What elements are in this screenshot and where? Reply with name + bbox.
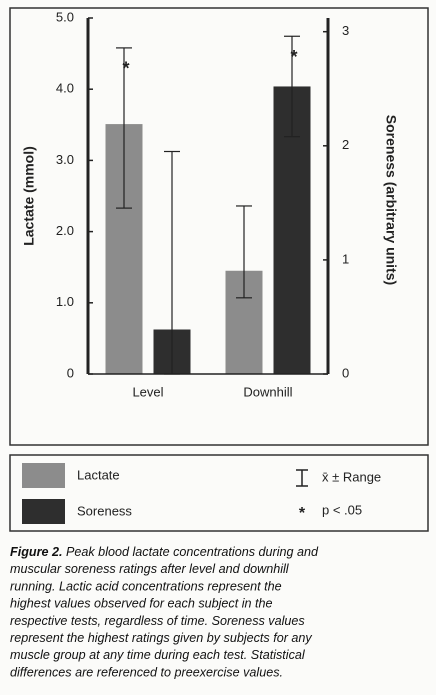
legend-swatch <box>22 499 65 524</box>
legend-symbol: * <box>299 505 306 522</box>
y-tick-label: 5.0 <box>56 9 74 24</box>
y-tick-label: 1.0 <box>56 294 74 309</box>
legend-swatch <box>22 463 65 488</box>
caption: Figure 2. Peak blood lactate concentrati… <box>10 545 319 559</box>
legend-label: Lactate <box>77 467 120 482</box>
y2-axis-label: Soreness (arbitrary units) <box>383 115 399 285</box>
y2-tick-label: 3 <box>342 23 349 38</box>
significance-marker: * <box>122 59 129 79</box>
legend-frame <box>9 454 429 532</box>
legend-note: p < .05 <box>322 502 362 517</box>
caption-line: respective tests, regardless of time. So… <box>10 614 305 628</box>
caption-line: muscle group at any time during each tes… <box>10 648 306 662</box>
y2-tick-label: 1 <box>342 251 349 266</box>
chart-frame <box>9 7 429 446</box>
y2-tick-label: 2 <box>342 137 349 152</box>
caption-line: running. Lactic acid concentrations repr… <box>10 579 282 593</box>
caption-line: differences are referenced to preexercis… <box>10 665 283 679</box>
y-tick-label: 2.0 <box>56 223 74 238</box>
legend-symbol <box>296 469 308 487</box>
y-tick-label: 0 <box>67 365 74 380</box>
y-tick-label: 3.0 <box>56 152 74 167</box>
y-tick-label: 4.0 <box>56 81 74 96</box>
error-bar <box>284 35 300 138</box>
y-axis-label: Lactate (mmol) <box>21 146 37 246</box>
significance-marker: * <box>290 47 297 67</box>
legend-note: x̄ ± Range <box>322 469 381 484</box>
caption-line: muscular soreness ratings after level an… <box>10 562 290 576</box>
caption-line: represent the highest ratings given by s… <box>10 631 312 645</box>
x-tick-label: Downhill <box>243 384 292 399</box>
caption-label: Figure 2. <box>10 545 62 559</box>
legend-label: Soreness <box>77 503 132 518</box>
y2-tick-label: 0 <box>342 365 349 380</box>
x-tick-label: Level <box>132 384 163 399</box>
error-bar <box>116 47 132 209</box>
error-bar <box>236 205 252 299</box>
caption-line: highest values observed for each subject… <box>10 597 273 611</box>
caption-line: Peak blood lactate concentrations during… <box>62 545 319 559</box>
